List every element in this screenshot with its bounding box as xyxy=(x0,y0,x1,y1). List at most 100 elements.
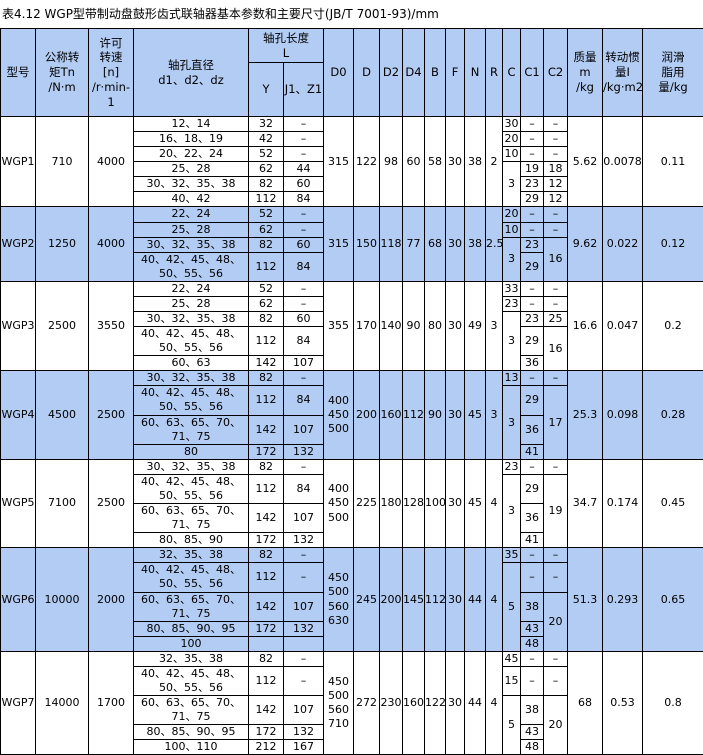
cell: 122 xyxy=(425,651,446,755)
cell: 16 xyxy=(544,237,568,281)
cell: 4000 xyxy=(89,207,134,281)
cell: 34.7 xyxy=(568,459,603,547)
col-header-bore-length: 轴孔长度 L xyxy=(249,29,324,63)
cell: 48 xyxy=(521,636,544,651)
cell: 315 xyxy=(324,117,354,207)
cell: 5 xyxy=(503,696,521,755)
cell: 45 xyxy=(465,371,486,459)
cell: 30 xyxy=(446,207,465,281)
cell: 167 xyxy=(284,740,324,755)
cell: 0.12 xyxy=(643,207,703,281)
cell: 30、32、35、38 xyxy=(134,177,249,192)
cell: 1700 xyxy=(89,651,134,755)
cell: 212 xyxy=(249,740,284,755)
cell: 0.45 xyxy=(643,459,703,547)
cell: 80、85、90、95 xyxy=(134,725,249,740)
cell: 38 xyxy=(521,592,544,621)
cell: 0.293 xyxy=(603,548,643,652)
cell: 10 xyxy=(503,222,521,237)
coupling-parameters-table: 型号 公称转 矩Tn /N·m 许可 转速 [n] /r·min- 1 轴孔直径… xyxy=(0,28,703,755)
cell: 43 xyxy=(521,621,544,636)
cell: 0.11 xyxy=(643,117,703,207)
cell: – xyxy=(284,459,324,474)
cell: 60、63、65、70、 71、75 xyxy=(134,415,249,444)
cell: – xyxy=(521,147,544,162)
cell: 36 xyxy=(521,504,544,533)
cell: 40、42 xyxy=(134,192,249,207)
cell: 29 xyxy=(521,192,544,207)
cell: 51.3 xyxy=(568,548,603,652)
cell: – xyxy=(544,132,568,147)
cell: – xyxy=(284,147,324,162)
col-header-bore-diameter: 轴孔直径 d1、d2、dz xyxy=(134,29,249,117)
cell: 160 xyxy=(380,371,403,459)
cell: 41 xyxy=(521,533,544,548)
cell: 15 xyxy=(503,666,521,695)
cell: – xyxy=(544,371,568,386)
cell: – xyxy=(284,651,324,666)
cell: 0.65 xyxy=(643,548,703,652)
cell: – xyxy=(544,548,568,563)
cell: 30 xyxy=(446,459,465,547)
cell: 200 xyxy=(380,548,403,652)
cell: – xyxy=(284,666,324,695)
cell: 33 xyxy=(503,281,521,296)
cell: 132 xyxy=(284,444,324,459)
cell: 4500 xyxy=(36,371,89,459)
cell: 52 xyxy=(249,207,284,222)
cell: 2 xyxy=(486,117,503,207)
cell: – xyxy=(521,117,544,132)
cell xyxy=(249,636,284,651)
cell: 5 xyxy=(503,563,521,651)
cell: 122 xyxy=(354,117,380,207)
cell: 172 xyxy=(249,621,284,636)
cell: 60 xyxy=(284,177,324,192)
cell: 132 xyxy=(284,621,324,636)
cell: 40、42、45、48、 50、55、56 xyxy=(134,666,249,695)
cell: 29 xyxy=(521,327,544,356)
cell: 82 xyxy=(249,312,284,327)
cell: 68 xyxy=(425,207,446,281)
cell: 62 xyxy=(249,222,284,237)
cell: 84 xyxy=(284,327,324,356)
cell: 30 xyxy=(446,117,465,207)
cell: 16 xyxy=(544,327,568,371)
cell: 80、85、90 xyxy=(134,533,249,548)
cell: 2500 xyxy=(89,459,134,547)
cell: 43 xyxy=(521,725,544,740)
cell: – xyxy=(284,117,324,132)
cell: 112 xyxy=(403,371,425,459)
cell: 44 xyxy=(284,162,324,177)
cell: 2000 xyxy=(89,548,134,652)
cell: 18 xyxy=(544,162,568,177)
cell: 107 xyxy=(284,504,324,533)
cell: 12、14 xyxy=(134,117,249,132)
cell: – xyxy=(284,563,324,592)
col-header-mass: 质量 m /kg xyxy=(568,29,603,117)
cell: 82 xyxy=(249,371,284,386)
col-header-speed: 许可 转速 [n] /r·min- 1 xyxy=(89,29,134,117)
cell: 112 xyxy=(249,474,284,503)
cell: 32、35、38 xyxy=(134,548,249,563)
cell: 450 500 560 710 xyxy=(324,651,354,755)
cell: 30 xyxy=(446,651,465,755)
cell: – xyxy=(521,296,544,311)
cell: 82 xyxy=(249,237,284,252)
cell: 40、42、45、48、 50、55、56 xyxy=(134,474,249,503)
cell: 4000 xyxy=(89,117,134,207)
cell: 0.022 xyxy=(603,207,643,281)
cell: 32、35、38 xyxy=(134,651,249,666)
cell: 2500 xyxy=(36,281,89,370)
cell: 23 xyxy=(521,177,544,192)
cell: 29 xyxy=(521,386,544,415)
cell: 82 xyxy=(249,548,284,563)
cell: 60 xyxy=(403,117,425,207)
cell: 20、22、24 xyxy=(134,147,249,162)
cell: 2500 xyxy=(89,371,134,459)
model-cell: WGP2 xyxy=(1,207,36,281)
cell: 230 xyxy=(380,651,403,755)
cell: 2.5 xyxy=(486,207,503,281)
